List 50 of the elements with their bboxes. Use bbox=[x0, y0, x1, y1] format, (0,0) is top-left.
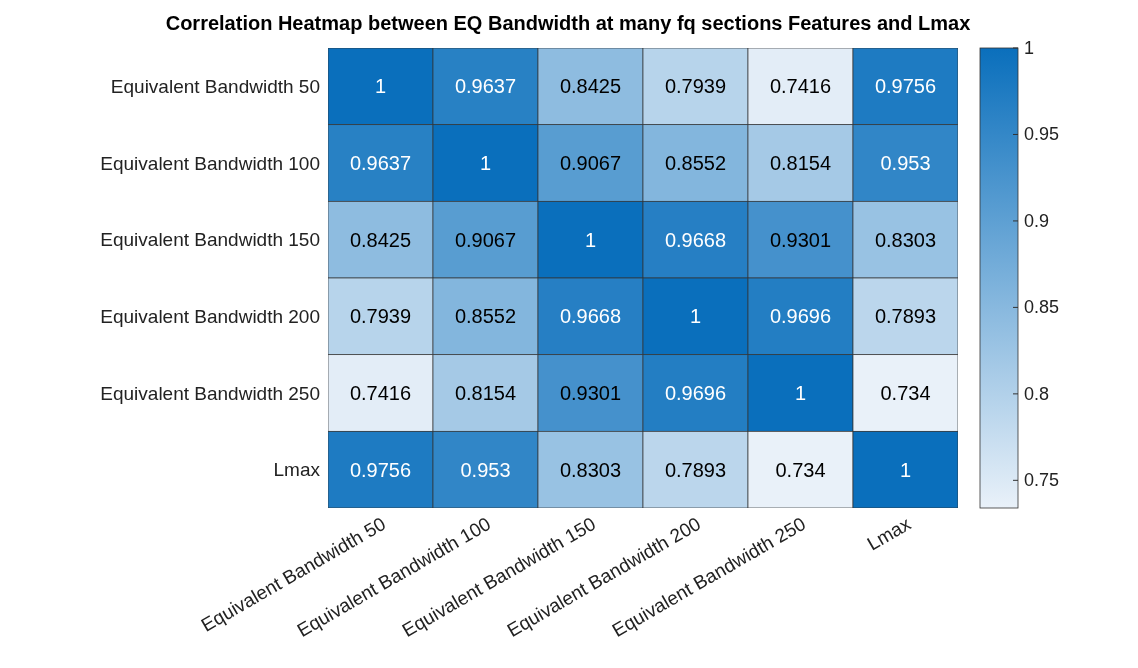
y-tick-label: Equivalent Bandwidth 200 bbox=[100, 306, 320, 328]
color-bar-label: 0.75 bbox=[1024, 470, 1060, 491]
data-label: 0.734 bbox=[775, 458, 826, 481]
data-label: 0.8154 bbox=[454, 382, 517, 404]
data-label: 0.734 bbox=[880, 382, 931, 404]
data-label: 0.8303 bbox=[874, 228, 937, 251]
chart-title: Correlation Heatmap between EQ Bandwidth at many fq sections Features and Lmax bbox=[164, 12, 972, 35]
x-tick-label: Lmax bbox=[863, 512, 915, 555]
data-label: 0.8552 bbox=[454, 305, 517, 328]
y-tick-label: Equivalent Bandwidth 250 bbox=[100, 382, 320, 404]
data-label: 0.9756 bbox=[349, 458, 412, 481]
y-tick-label: Equivalent Bandwidth 150 bbox=[100, 229, 320, 251]
data-label: 1 bbox=[689, 305, 702, 328]
data-label: 0.7939 bbox=[664, 75, 727, 98]
data-label: 1 bbox=[584, 228, 597, 251]
data-label: 0.9637 bbox=[454, 75, 517, 98]
data-label: 0.9067 bbox=[559, 152, 622, 174]
data-label: 0.9067 bbox=[454, 228, 517, 251]
data-label: 0.7416 bbox=[349, 382, 412, 404]
data-label: 0.9637 bbox=[349, 152, 412, 174]
color-bar-label: 0.85 bbox=[1024, 297, 1060, 318]
data-label: 0.8552 bbox=[664, 152, 727, 174]
data-label: 0.7416 bbox=[769, 75, 832, 98]
y-tick-label: Equivalent Bandwidth 50 bbox=[110, 76, 320, 98]
data-label: 0.8303 bbox=[559, 458, 622, 481]
data-label: 1 bbox=[794, 382, 807, 404]
color-bar-label: 0.8 bbox=[1024, 383, 1050, 404]
data-label: 0.7939 bbox=[349, 305, 412, 328]
data-label: 1 bbox=[899, 458, 912, 481]
data-label: 0.7893 bbox=[664, 458, 727, 481]
data-label: 0.9668 bbox=[664, 228, 727, 251]
data-label: 0.9696 bbox=[664, 382, 727, 404]
data-label: 1 bbox=[374, 75, 387, 98]
color-bar-label: 1 bbox=[1024, 38, 1035, 58]
data-label: 0.8425 bbox=[559, 75, 622, 98]
data-label: 0.953 bbox=[460, 458, 511, 481]
data-label: 0.9668 bbox=[559, 305, 622, 328]
data-label: 1 bbox=[479, 152, 492, 174]
data-label: 0.8425 bbox=[349, 228, 412, 251]
data-label: 0.953 bbox=[880, 152, 931, 174]
data-label: 0.9756 bbox=[874, 75, 937, 98]
y-tick-label: Lmax bbox=[273, 459, 321, 481]
color-bar-label: 0.95 bbox=[1024, 124, 1060, 145]
y-tick-label: Equivalent Bandwidth 100 bbox=[100, 152, 320, 174]
data-label: 0.9301 bbox=[559, 382, 622, 404]
data-label: 0.7893 bbox=[874, 305, 937, 328]
data-label: 0.9301 bbox=[769, 228, 832, 251]
data-label: 0.8154 bbox=[769, 152, 832, 174]
data-label: 0.9696 bbox=[769, 305, 832, 328]
color-bar-label: 0.9 bbox=[1024, 210, 1050, 231]
